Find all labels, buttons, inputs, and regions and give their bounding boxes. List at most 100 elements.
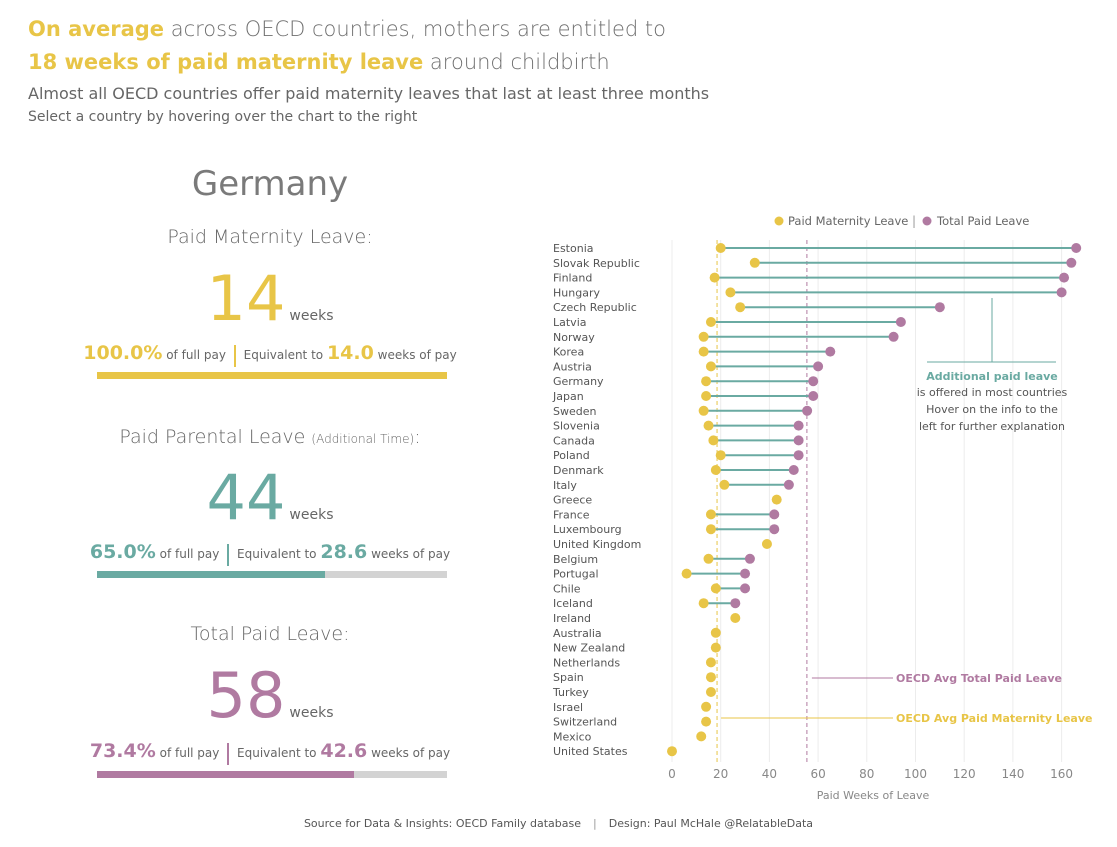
country-row[interactable]: Italy — [553, 479, 794, 492]
country-label: Germany — [553, 375, 604, 388]
country-row[interactable]: Hungary — [553, 286, 1067, 299]
divider — [227, 742, 230, 765]
country-row[interactable]: Belgium — [553, 553, 755, 566]
maternity-weeks-value: 14 — [206, 262, 286, 335]
parental-weeks: 44 weeks — [60, 467, 480, 529]
x-tick-label: 80 — [859, 767, 874, 781]
country-label: Czech Republic — [553, 301, 637, 314]
country-row[interactable]: France — [553, 508, 780, 521]
total-leave-dot — [769, 524, 780, 535]
country-row[interactable]: Greece — [553, 494, 782, 507]
country-row[interactable]: Slovenia — [553, 420, 804, 433]
design-credit: Design: Paul McHale @RelatableData — [608, 817, 814, 830]
country-row[interactable]: Switzerland — [553, 716, 712, 729]
maternity-leave-dot — [709, 272, 720, 283]
country-row[interactable]: Denmark — [553, 464, 799, 477]
country-row[interactable]: Australia — [553, 627, 721, 640]
legend-marker-total — [922, 216, 932, 226]
parental-title-colon: : — [414, 426, 421, 448]
parental-eq-suffix: weeks of pay — [371, 547, 451, 561]
country-label: New Zealand — [553, 642, 625, 655]
country-row[interactable]: United Kingdom — [553, 538, 772, 551]
country-row[interactable]: Spain — [553, 671, 716, 684]
instruction: Select a country by hovering over the ch… — [28, 109, 418, 125]
country-row[interactable]: Norway — [553, 331, 899, 344]
country-row[interactable]: Sweden — [553, 405, 813, 418]
country-row[interactable]: Turkey — [552, 686, 716, 699]
maternity-pct: 100.0% — [83, 342, 163, 364]
country-row[interactable]: Korea — [553, 346, 836, 359]
total-leave-dot — [793, 450, 804, 461]
maternity-leave-dot — [701, 701, 712, 712]
headline-text-2: around childbirth — [423, 50, 610, 74]
legend-marker-maternity — [774, 216, 784, 226]
country-row[interactable]: Canada — [553, 434, 804, 447]
subtitle: Almost all OECD countries offer paid mat… — [28, 84, 710, 103]
country-label: Australia — [553, 627, 602, 640]
total-leave-dot — [888, 331, 899, 342]
total-leave-dot — [808, 376, 819, 387]
country-row[interactable]: Finland — [553, 272, 1070, 285]
maternity-leave-dot — [715, 450, 726, 461]
total-leave-dot — [802, 405, 813, 416]
country-row[interactable]: Mexico — [553, 730, 707, 743]
maternity-leave-dot — [761, 539, 772, 549]
maternity-leave-dot — [710, 583, 721, 594]
parental-pay-bar — [97, 571, 447, 578]
x-tick-label: 100 — [904, 767, 927, 781]
total-leave-dot — [1059, 272, 1070, 283]
country-label: Canada — [553, 434, 595, 447]
country-label: Chile — [553, 582, 581, 595]
legend-label-total: Total Paid Leave — [936, 214, 1029, 228]
country-row[interactable]: Israel — [553, 701, 712, 714]
country-row[interactable]: United States — [553, 745, 677, 758]
total-leave-dot — [934, 302, 945, 313]
country-label: Ireland — [553, 612, 591, 625]
maternity-leave-dot — [705, 317, 716, 327]
maternity-eq-label: Equivalent to — [243, 348, 324, 362]
country-row[interactable]: Czech Republic — [553, 301, 945, 314]
maternity-pct-label: of full pay — [166, 348, 226, 362]
country-row[interactable]: Slovak Republic — [553, 257, 1077, 270]
maternity-leave-dot — [701, 716, 712, 727]
maternity-leave-dot — [705, 524, 716, 535]
parental-pct-label: of full pay — [159, 547, 220, 561]
country-row[interactable]: Poland — [553, 449, 804, 462]
country-row[interactable]: Latvia — [553, 316, 906, 329]
maternity-leave-dot — [681, 568, 692, 579]
country-row[interactable]: Luxembourg — [553, 523, 780, 536]
maternity-leave-dot — [705, 509, 716, 520]
maternity-weeks: 14 weeks — [60, 268, 480, 330]
maternity-leave-dot — [701, 376, 712, 387]
country-row[interactable]: Netherlands — [553, 656, 716, 669]
maternity-leave-dot — [701, 391, 712, 401]
country-row[interactable]: Austria — [553, 360, 824, 373]
country-label: France — [553, 508, 590, 521]
total-weeks-value: 58 — [206, 659, 286, 732]
country-row[interactable]: New Zealand — [553, 642, 721, 655]
total-leave-dot — [740, 583, 751, 594]
country-label: Italy — [553, 479, 577, 492]
country-row[interactable]: Chile — [553, 582, 751, 595]
chart-legend: Paid Maternity Leave | Total Paid Leave — [774, 214, 1029, 228]
country-row[interactable]: Japan — [552, 390, 819, 403]
maternity-title: Paid Maternity Leave: — [167, 226, 373, 248]
country-label: Japan — [552, 390, 584, 403]
parental-eq-label: Equivalent to — [237, 547, 317, 561]
country-row[interactable]: Ireland — [553, 612, 741, 625]
x-tick-label: 40 — [762, 767, 777, 781]
headline-text-1: across OECD countries, mothers are entit… — [164, 17, 666, 41]
divider — [227, 543, 230, 566]
country-label: Finland — [553, 272, 592, 285]
maternity-leave-dot — [715, 243, 726, 253]
country-row[interactable]: Iceland — [553, 597, 741, 610]
total-title: Total Paid Leave: — [190, 623, 350, 645]
country-label: Portugal — [553, 568, 599, 581]
country-row[interactable]: Estonia — [553, 242, 1082, 255]
maternity-weeks-label: weeks — [289, 308, 334, 324]
country-row[interactable]: Germany — [553, 375, 819, 388]
maternity-leave-dot — [705, 672, 716, 683]
country-row[interactable]: Portugal — [553, 568, 751, 581]
parental-pct: 65.0% — [89, 541, 156, 563]
